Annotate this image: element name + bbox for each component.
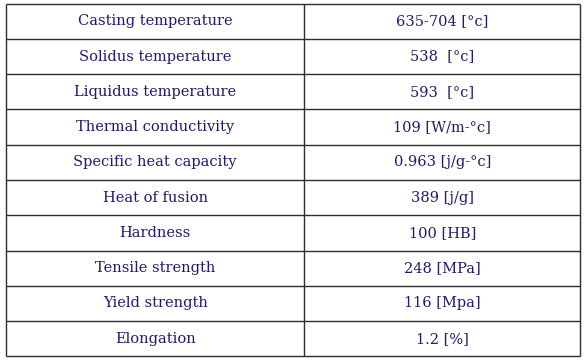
Bar — [6, 39, 305, 74]
Text: Specific heat capacity: Specific heat capacity — [73, 156, 237, 169]
Bar — [305, 109, 580, 145]
Text: 538  [°c]: 538 [°c] — [410, 50, 475, 63]
Bar — [6, 251, 305, 286]
Bar — [6, 286, 305, 321]
Text: Hardness: Hardness — [120, 226, 191, 240]
Bar — [305, 180, 580, 215]
Text: 1.2 [%]: 1.2 [%] — [416, 332, 469, 346]
Text: 100 [HB]: 100 [HB] — [408, 226, 476, 240]
Bar — [305, 74, 580, 109]
Bar — [305, 286, 580, 321]
Bar — [305, 145, 580, 180]
Text: 635-704 [°c]: 635-704 [°c] — [396, 14, 489, 28]
Text: 0.963 [j/g-°c]: 0.963 [j/g-°c] — [394, 156, 491, 169]
Text: 248 [MPa]: 248 [MPa] — [404, 261, 481, 275]
Bar — [305, 4, 580, 39]
Text: Thermal conductivity: Thermal conductivity — [76, 120, 234, 134]
Bar — [6, 145, 305, 180]
Text: 116 [Mpa]: 116 [Mpa] — [404, 297, 481, 310]
Bar — [305, 251, 580, 286]
Bar — [6, 180, 305, 215]
Bar — [6, 321, 305, 356]
Bar — [305, 39, 580, 74]
Text: Elongation: Elongation — [115, 332, 196, 346]
Text: Casting temperature: Casting temperature — [78, 14, 233, 28]
Text: Heat of fusion: Heat of fusion — [103, 191, 207, 204]
Text: 389 [j/g]: 389 [j/g] — [411, 191, 474, 204]
Bar — [6, 4, 305, 39]
Text: Yield strength: Yield strength — [103, 297, 207, 310]
Text: Tensile strength: Tensile strength — [95, 261, 216, 275]
Bar — [6, 74, 305, 109]
Text: Solidus temperature: Solidus temperature — [79, 50, 231, 63]
Bar — [6, 109, 305, 145]
Bar — [305, 215, 580, 251]
Bar — [305, 321, 580, 356]
Bar — [6, 215, 305, 251]
Text: 593  [°c]: 593 [°c] — [410, 85, 475, 99]
Text: Liquidus temperature: Liquidus temperature — [74, 85, 236, 99]
Text: 109 [W/m-°c]: 109 [W/m-°c] — [393, 120, 491, 134]
